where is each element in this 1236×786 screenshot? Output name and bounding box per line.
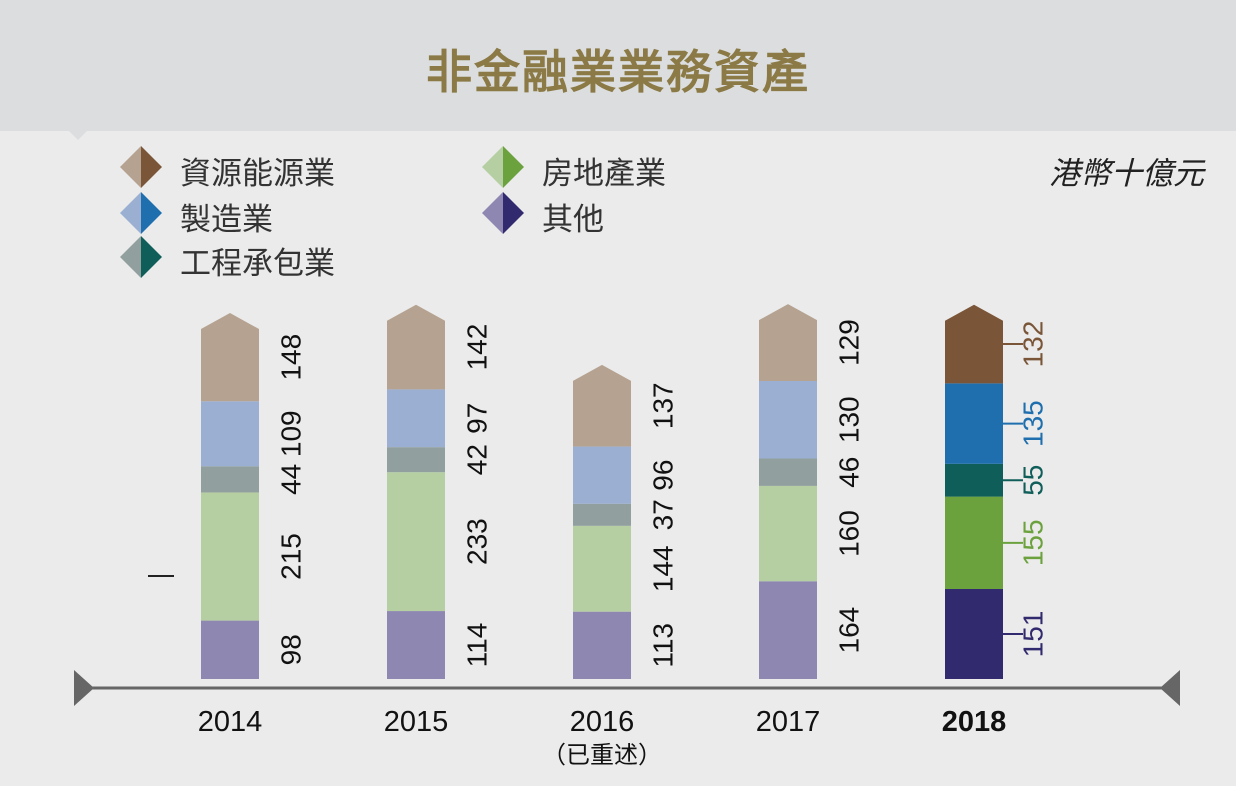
legend-diamond-dark-half (141, 146, 162, 188)
chart-title: 非金融業業務資產 (426, 45, 810, 99)
value-label: 109 (276, 410, 307, 457)
value-label: 98 (276, 634, 307, 665)
bar-segment (387, 472, 445, 612)
legend-diamond-light-half (482, 192, 503, 234)
bar-segment-top (573, 364, 631, 447)
bar-segment (387, 611, 445, 679)
legend-diamond-dark-half (141, 236, 162, 278)
legend-label: 工程承包業 (180, 246, 335, 282)
bar-segment (573, 525, 631, 612)
category-label: 2015 (384, 706, 449, 738)
bar-segment (387, 389, 445, 448)
axis-right-arrow-icon (1160, 670, 1180, 706)
value-label: 144 (648, 545, 679, 592)
value-label: 164 (834, 607, 865, 654)
legend-diamond-dark-half (503, 146, 524, 188)
legend-label: 資源能源業 (180, 156, 335, 192)
header-notch (68, 130, 88, 140)
legend-diamond-light-half (120, 192, 141, 234)
diamond-icon (120, 146, 162, 188)
bar-segment (573, 503, 631, 526)
bar-2015: 114 233 42 97 142 (387, 304, 493, 679)
legend-label: 製造業 (180, 202, 273, 238)
value-label: 113 (648, 623, 679, 668)
value-label: 137 (648, 382, 679, 429)
axis-left-arrow-icon (74, 670, 94, 706)
value-label: 215 (276, 533, 307, 580)
bar-segment (759, 381, 817, 459)
category-label: 2016 (570, 706, 635, 738)
bar-segment-top (945, 304, 1003, 384)
bar-segment (201, 492, 259, 621)
bar-segment (201, 466, 259, 493)
bar-segment-top (759, 304, 817, 381)
value-label: 142 (462, 324, 493, 371)
value-label: 44 (276, 464, 307, 495)
bar-segment (759, 485, 817, 582)
bar-2017: 164 160 46 130 129 (759, 304, 865, 679)
category-label: 2014 (198, 706, 263, 738)
legend-label: 其他 (542, 202, 604, 238)
bar-segment (945, 463, 1003, 497)
bar-segment (387, 447, 445, 473)
bar-segment (759, 458, 817, 486)
header-band: 非金融業業務資產 (0, 0, 1236, 131)
value-label: 114 (462, 623, 493, 668)
bar-segment-top (201, 313, 259, 402)
bar-segment (201, 401, 259, 467)
bar-2014: 98 215 44 109 148 (201, 313, 307, 679)
bar-segment (573, 446, 631, 504)
value-label: 148 (276, 334, 307, 381)
value-label: 46 (834, 457, 865, 488)
value-label: 130 (834, 396, 865, 443)
legend-diamond-dark-half (141, 192, 162, 234)
bar-segment (945, 496, 1003, 590)
bars-layer: 98 215 44 109 148 2014 114 233 42 97 142 2015 113 144… (198, 304, 1049, 769)
bar-2016: 113 144 37 96 137 (573, 364, 679, 679)
category-label: 2018 (942, 706, 1007, 738)
value-label: 42 (462, 444, 493, 475)
value-label: 129 (834, 319, 865, 366)
bar-segment (201, 620, 259, 679)
value-label: 37 (648, 499, 679, 530)
bar-segment (945, 383, 1003, 464)
value-label: 96 (648, 460, 679, 491)
bar-segment (945, 589, 1003, 679)
value-label: 97 (462, 403, 493, 434)
category-label: 2017 (756, 706, 821, 738)
category-note: （已重述） (542, 741, 662, 769)
bar-segment-top (387, 304, 445, 390)
diamond-icon (120, 236, 162, 278)
legend-diamond-light-half (120, 146, 141, 188)
value-label: 233 (462, 518, 493, 565)
diamond-icon (482, 146, 524, 188)
diamond-icon (482, 192, 524, 234)
legend-diamond-light-half (120, 236, 141, 278)
diamond-icon (120, 192, 162, 234)
legend-diamond-dark-half (503, 192, 524, 234)
legend-diamond-light-half (482, 146, 503, 188)
legend-label: 房地產業 (542, 156, 666, 192)
unit-label: 港幣十億元 (1049, 156, 1204, 192)
value-label: 160 (834, 510, 865, 557)
bar-segment (759, 581, 817, 679)
bar-segment (573, 611, 631, 679)
